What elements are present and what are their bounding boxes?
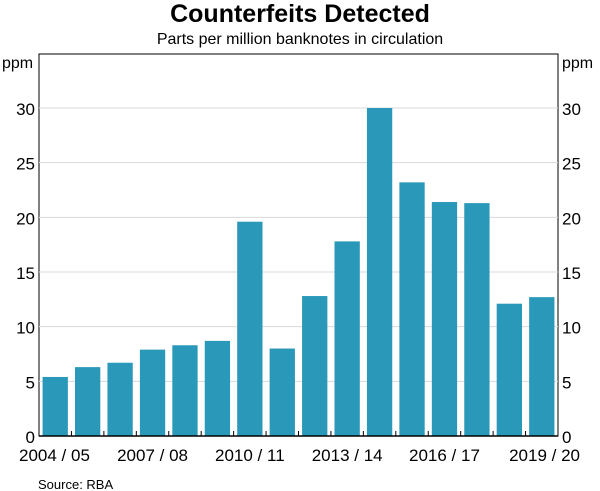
y-tick-label-right: 20 (562, 209, 581, 228)
y-tick-label-right: 30 (562, 100, 581, 119)
bar-2008-09 (172, 345, 198, 436)
y-tick-label-left: 10 (16, 319, 35, 338)
bar-2005-06 (75, 367, 101, 436)
bar-2014-15 (366, 108, 393, 436)
y-tick-label-left: 20 (16, 209, 35, 228)
y-tick-label-right: 10 (562, 319, 581, 338)
y-tick-label-left: 25 (16, 155, 35, 174)
bar-2018-19 (496, 303, 522, 436)
y-tick-label-left: 0 (26, 428, 35, 447)
bar-2015-16 (399, 182, 425, 436)
bar-2017-18 (464, 203, 490, 436)
x-tick-label: 2013 / 14 (312, 446, 383, 465)
bar-2019-20 (529, 297, 555, 436)
x-tick-label: 2019 / 20 (509, 446, 580, 465)
bar-2016-17 (431, 202, 458, 436)
x-tick-label: 2010 / 11 (215, 446, 285, 465)
x-tick-label: 2016 / 17 (409, 446, 480, 465)
bar-2007-08 (139, 349, 166, 436)
y-tick-label-right: 5 (562, 373, 571, 392)
y-tick-label-left: 15 (16, 264, 35, 283)
bar-2010-11 (237, 221, 263, 436)
chart-subtitle: Parts per million banknotes in circulati… (156, 31, 444, 48)
bar-2009-10 (204, 340, 231, 436)
x-tick-label: 2004 / 05 (19, 446, 90, 465)
bar-2011-12 (269, 348, 295, 436)
y-tick-label-right: 15 (562, 264, 581, 283)
y-axis-label-right: ppm (562, 55, 593, 72)
y-tick-label-right: 25 (562, 155, 581, 174)
chart-title: Counterfeits Detected (170, 0, 430, 28)
x-tick-label: 2007 / 08 (117, 446, 188, 465)
y-tick-label-left: 5 (26, 373, 35, 392)
y-axis-label-left: ppm (2, 55, 33, 72)
bar-2006-07 (107, 362, 133, 436)
bar-2004-05 (42, 376, 68, 436)
y-tick-label-right: 0 (562, 428, 571, 447)
bar-2013-14 (334, 241, 360, 436)
bar-2012-13 (302, 296, 328, 436)
source-note: Source: RBA (38, 477, 114, 491)
y-tick-label-left: 30 (16, 100, 35, 119)
